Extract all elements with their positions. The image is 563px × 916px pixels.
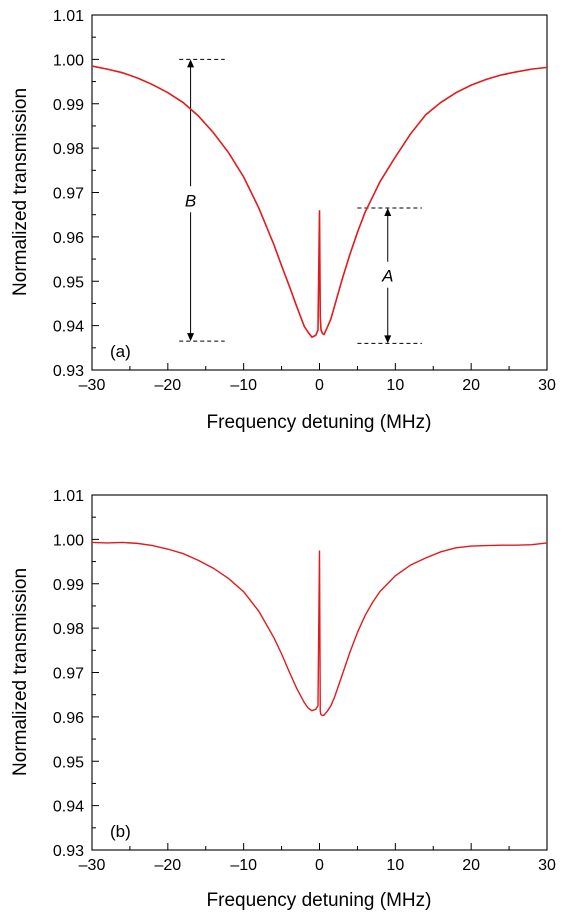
- y-tick-label: 0.97: [53, 666, 84, 683]
- x-tick-label: –10: [230, 377, 257, 394]
- y-tick-label: 0.93: [53, 843, 84, 860]
- y-tick-label: 0.94: [53, 799, 84, 816]
- y-axis-title: Normalized transmission: [10, 568, 31, 776]
- y-tick-label: 1.01: [53, 488, 84, 505]
- y-tick-label: 0.98: [53, 621, 84, 638]
- x-tick-label: –30: [79, 857, 106, 874]
- chart-panel-a: 0.93 0.94 0.95 0.96 0.97 0.98 0.99 1.00 1.01 –30…: [10, 8, 556, 433]
- x-tick-label: 30: [538, 857, 556, 874]
- x-tick-label: 0: [315, 377, 324, 394]
- x-tick-label: 30: [538, 377, 556, 394]
- y-tick-label: 0.94: [53, 319, 84, 336]
- y-tick-label: 0.96: [53, 230, 84, 247]
- annotation-arrowhead-down: [384, 335, 392, 344]
- annotation-arrowhead-down: [187, 333, 195, 342]
- panel-label: (b): [110, 822, 131, 841]
- x-tick-label: 20: [462, 857, 480, 874]
- x-tick-label: 0: [315, 857, 324, 874]
- series-line: [91, 541, 548, 717]
- annotation-label: A: [381, 267, 393, 286]
- y-tick-label: 0.95: [53, 754, 84, 771]
- y-tick-label: 1.00: [53, 532, 84, 549]
- panel-label: (a): [110, 342, 131, 361]
- x-axis: –30 –20 –10 0 10 20 30: [79, 363, 556, 394]
- x-tick-label: –20: [154, 377, 181, 394]
- y-tick-label: 0.93: [53, 363, 84, 380]
- annotation-label: B: [185, 191, 196, 210]
- annotations: BA: [179, 58, 422, 344]
- annotation-arrowhead-up: [187, 59, 195, 68]
- x-tick-label: –10: [230, 857, 257, 874]
- annotation-arrowhead-up: [384, 208, 392, 217]
- x-tick-label: 10: [386, 377, 404, 394]
- y-axis: 0.93 0.94 0.95 0.96 0.97 0.98 0.99 1.00 1.01: [53, 8, 99, 380]
- y-tick-label: 0.96: [53, 710, 84, 727]
- y-tick-label: 0.97: [53, 186, 84, 203]
- x-tick-label: 20: [462, 377, 480, 394]
- series-line: [91, 65, 548, 339]
- y-tick-label: 0.99: [53, 577, 84, 594]
- y-tick-label: 1.01: [53, 8, 84, 25]
- y-axis: 0.93 0.94 0.95 0.96 0.97 0.98 0.99 1.00 1.01: [53, 488, 99, 860]
- y-tick-label: 0.99: [53, 97, 84, 114]
- x-axis-title: Frequency detuning (MHz): [207, 890, 432, 911]
- x-tick-label: –30: [79, 377, 106, 394]
- x-tick-label: 10: [386, 857, 404, 874]
- y-axis-title: Normalized transmission: [10, 88, 31, 296]
- x-tick-label: –20: [154, 857, 181, 874]
- y-tick-label: 0.95: [53, 274, 84, 291]
- chart-panel-b: 0.93 0.94 0.95 0.96 0.97 0.98 0.99 1.00 1.01 –30…: [10, 488, 556, 911]
- x-axis-title: Frequency detuning (MHz): [207, 412, 432, 433]
- y-tick-label: 0.98: [53, 141, 84, 158]
- y-tick-label: 1.00: [53, 52, 84, 69]
- x-axis: –30 –20 –10 0 10 20 30: [79, 843, 556, 874]
